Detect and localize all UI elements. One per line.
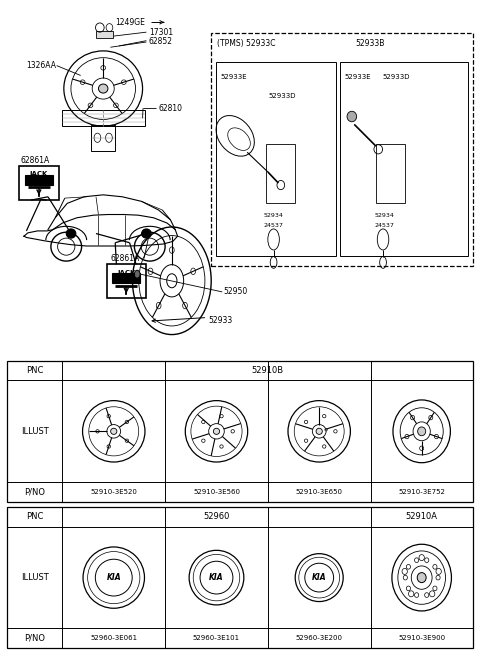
Text: 52933E: 52933E <box>345 73 371 80</box>
Bar <box>96 31 113 38</box>
Text: 62852: 62852 <box>149 37 173 47</box>
Text: ILLUST: ILLUST <box>21 573 48 582</box>
Bar <box>7 361 473 502</box>
Ellipse shape <box>134 270 140 278</box>
Bar <box>62 110 145 126</box>
Text: 52934: 52934 <box>264 213 284 218</box>
Ellipse shape <box>66 229 76 238</box>
Text: P/NO: P/NO <box>24 634 45 643</box>
Text: KIA: KIA <box>312 573 326 582</box>
Text: 52933E: 52933E <box>221 73 247 80</box>
Text: 52910-3E520: 52910-3E520 <box>90 489 137 495</box>
Ellipse shape <box>316 428 323 434</box>
Text: 52910-3E752: 52910-3E752 <box>398 489 445 495</box>
Text: 52933D: 52933D <box>269 93 296 100</box>
Text: 24537: 24537 <box>264 223 284 228</box>
Bar <box>266 144 295 203</box>
Text: 52950: 52950 <box>223 287 248 297</box>
Bar <box>216 62 336 256</box>
Text: KIA: KIA <box>107 573 121 582</box>
Text: 52910-3E650: 52910-3E650 <box>296 489 343 495</box>
Text: 1249GE: 1249GE <box>115 18 145 27</box>
Text: (TPMS) 52933C: (TPMS) 52933C <box>217 39 276 48</box>
Text: PNC: PNC <box>26 512 44 522</box>
Bar <box>19 166 59 200</box>
Text: 52910A: 52910A <box>406 512 438 522</box>
Text: 62861A: 62861A <box>110 254 140 263</box>
Text: 52933B: 52933B <box>355 39 384 48</box>
Text: 52933: 52933 <box>209 316 233 325</box>
Text: JACK: JACK <box>117 270 135 276</box>
Text: 62810: 62810 <box>158 104 182 113</box>
Text: KIA: KIA <box>209 573 224 582</box>
Ellipse shape <box>213 428 219 434</box>
Text: ILLUST: ILLUST <box>21 427 48 436</box>
Bar <box>340 62 468 256</box>
Text: 52933D: 52933D <box>382 73 409 80</box>
Text: 52960-3E200: 52960-3E200 <box>296 635 343 642</box>
Ellipse shape <box>110 428 117 434</box>
Text: 17301: 17301 <box>149 28 173 37</box>
Bar <box>91 125 115 151</box>
Text: 52910-3E900: 52910-3E900 <box>398 635 445 642</box>
Ellipse shape <box>142 229 151 238</box>
Text: PNC: PNC <box>26 366 44 375</box>
Ellipse shape <box>418 427 426 436</box>
Bar <box>211 33 473 266</box>
Text: P/NO: P/NO <box>24 487 45 497</box>
Text: 1326AA: 1326AA <box>26 61 57 70</box>
Text: 52960-3E101: 52960-3E101 <box>193 635 240 642</box>
Bar <box>107 264 146 298</box>
Text: 24537: 24537 <box>375 223 395 228</box>
Text: 52960-3E061: 52960-3E061 <box>90 635 137 642</box>
Text: 52960: 52960 <box>204 512 229 522</box>
Ellipse shape <box>98 84 108 93</box>
Bar <box>376 144 405 203</box>
Ellipse shape <box>417 573 426 583</box>
Text: 52910B: 52910B <box>252 366 284 375</box>
Bar <box>112 273 140 283</box>
Bar <box>25 174 53 185</box>
Text: JACK: JACK <box>30 171 48 178</box>
Text: 52934: 52934 <box>375 213 395 218</box>
Text: 62861A: 62861A <box>20 155 49 165</box>
Text: 52910-3E560: 52910-3E560 <box>193 489 240 495</box>
Ellipse shape <box>347 112 357 122</box>
Bar <box>7 507 473 648</box>
